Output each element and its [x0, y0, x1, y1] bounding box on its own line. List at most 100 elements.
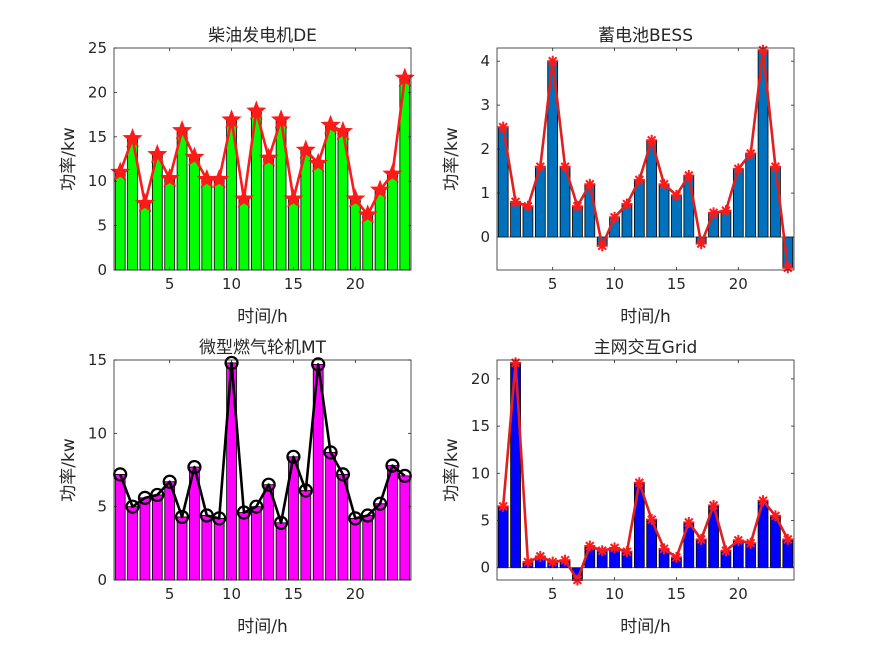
axes-box	[496, 359, 795, 581]
data-point-marker	[646, 514, 658, 526]
data-point-marker	[782, 262, 794, 274]
y-axis-label: 功率/kw	[59, 127, 79, 191]
bar	[362, 214, 374, 271]
data-point-marker	[369, 179, 391, 199]
data-point-marker	[596, 240, 608, 252]
x-tick-label: 10	[222, 585, 241, 603]
data-point-marker	[745, 537, 757, 549]
data-point-marker	[547, 556, 559, 568]
bar	[189, 156, 200, 271]
data-point-marker	[110, 161, 131, 181]
data-point-marker	[609, 211, 621, 223]
data-point-marker	[320, 114, 341, 134]
data-point-marker	[125, 499, 140, 514]
bar	[312, 163, 324, 271]
data-point-marker	[769, 510, 781, 522]
data-point-marker	[184, 146, 205, 166]
bar	[201, 179, 213, 271]
x-tick-label: 15	[284, 275, 303, 293]
x-tick-label: 20	[346, 275, 365, 293]
x-tick-label: 5	[548, 275, 558, 293]
bar	[275, 522, 287, 581]
y-tick-label: 10	[88, 172, 107, 190]
data-point-marker	[385, 458, 400, 473]
bar	[164, 481, 176, 581]
y-tick-label: 10	[471, 464, 490, 482]
axis-ticks: 5 10 15 20 0 5 10 15 20	[471, 360, 794, 603]
x-tick-label: 10	[605, 275, 624, 293]
y-axis-label: 功率/kw	[59, 438, 79, 502]
subplot-diesel-generator: 5 10 15 20 0 5 10 15 20 25 柴油发电机DE 时间/h 功率/kw	[59, 26, 415, 327]
x-tick-label: 20	[729, 585, 748, 603]
data-point-marker	[273, 515, 289, 530]
data-point-marker	[372, 496, 388, 511]
bar	[671, 194, 682, 238]
bar	[139, 497, 151, 581]
bar	[164, 178, 176, 271]
data-point-marker	[683, 169, 695, 181]
data-point-marker	[382, 163, 403, 183]
plot-area	[114, 48, 411, 270]
axis-ticks: 5 10 15 20 0 1 2 3 4	[480, 48, 794, 293]
data-point-marker	[295, 139, 316, 159]
data-point-marker	[174, 509, 190, 525]
data-point-marker	[695, 238, 707, 250]
x-tick-label: 10	[605, 585, 624, 603]
data-point-marker	[162, 474, 177, 489]
data-point-marker	[559, 554, 571, 566]
data-point-marker	[236, 505, 252, 520]
bar	[362, 515, 374, 581]
data-point-marker	[345, 188, 366, 208]
bar-series	[114, 362, 411, 581]
data-point-marker	[212, 511, 227, 526]
data-point-marker	[209, 168, 230, 189]
data-point-marker	[757, 495, 769, 507]
bar	[374, 503, 386, 581]
x-axis-label: 时间/h	[620, 307, 671, 327]
data-point-marker	[187, 459, 202, 475]
bar	[300, 490, 312, 581]
data-point-marker	[286, 449, 301, 464]
x-tick-label: 5	[548, 585, 558, 603]
y-tick-label: 5	[97, 217, 107, 235]
line-series	[497, 44, 794, 274]
bar	[374, 189, 386, 271]
x-axis-label: 时间/h	[237, 307, 288, 327]
bar	[213, 518, 225, 581]
data-point-marker	[534, 550, 546, 562]
y-tick-label: 0	[97, 261, 107, 279]
y-tick-label: 1	[480, 184, 490, 202]
data-point-marker	[270, 109, 292, 129]
data-point-marker	[547, 55, 559, 67]
data-point-marker	[720, 205, 732, 217]
bar	[238, 198, 250, 271]
data-point-marker	[621, 546, 633, 558]
chart-title: 蓄电池BESS	[598, 26, 693, 46]
chart-title: 柴油发电机DE	[208, 26, 317, 46]
y-tick-label: 5	[97, 498, 107, 516]
data-point-marker	[497, 121, 509, 133]
y-tick-label: 15	[88, 351, 107, 369]
data-point-marker	[633, 174, 645, 186]
data-point-marker	[646, 134, 658, 146]
data-point-marker	[609, 542, 621, 554]
y-tick-label: 0	[97, 571, 107, 589]
data-point-marker	[596, 545, 608, 557]
data-point-marker	[224, 355, 239, 371]
y-tick-label: 4	[480, 52, 490, 70]
data-point-marker	[357, 204, 378, 224]
data-point-marker	[658, 543, 670, 555]
series-line	[118, 361, 406, 525]
y-axis-label: 功率/kw	[442, 127, 462, 191]
bar	[176, 130, 188, 271]
axis-ticks: 5 10 15 20 0 5 10 15 20 25	[88, 39, 411, 293]
data-point-marker	[522, 556, 534, 568]
x-tick-label: 20	[729, 275, 748, 293]
data-point-marker	[246, 100, 267, 120]
axis-ticks: 5 10 15 20 0 5 10 15	[88, 351, 411, 603]
data-point-marker	[122, 127, 143, 148]
bar	[238, 512, 250, 581]
bar	[114, 473, 126, 581]
x-tick-label: 15	[284, 585, 303, 603]
